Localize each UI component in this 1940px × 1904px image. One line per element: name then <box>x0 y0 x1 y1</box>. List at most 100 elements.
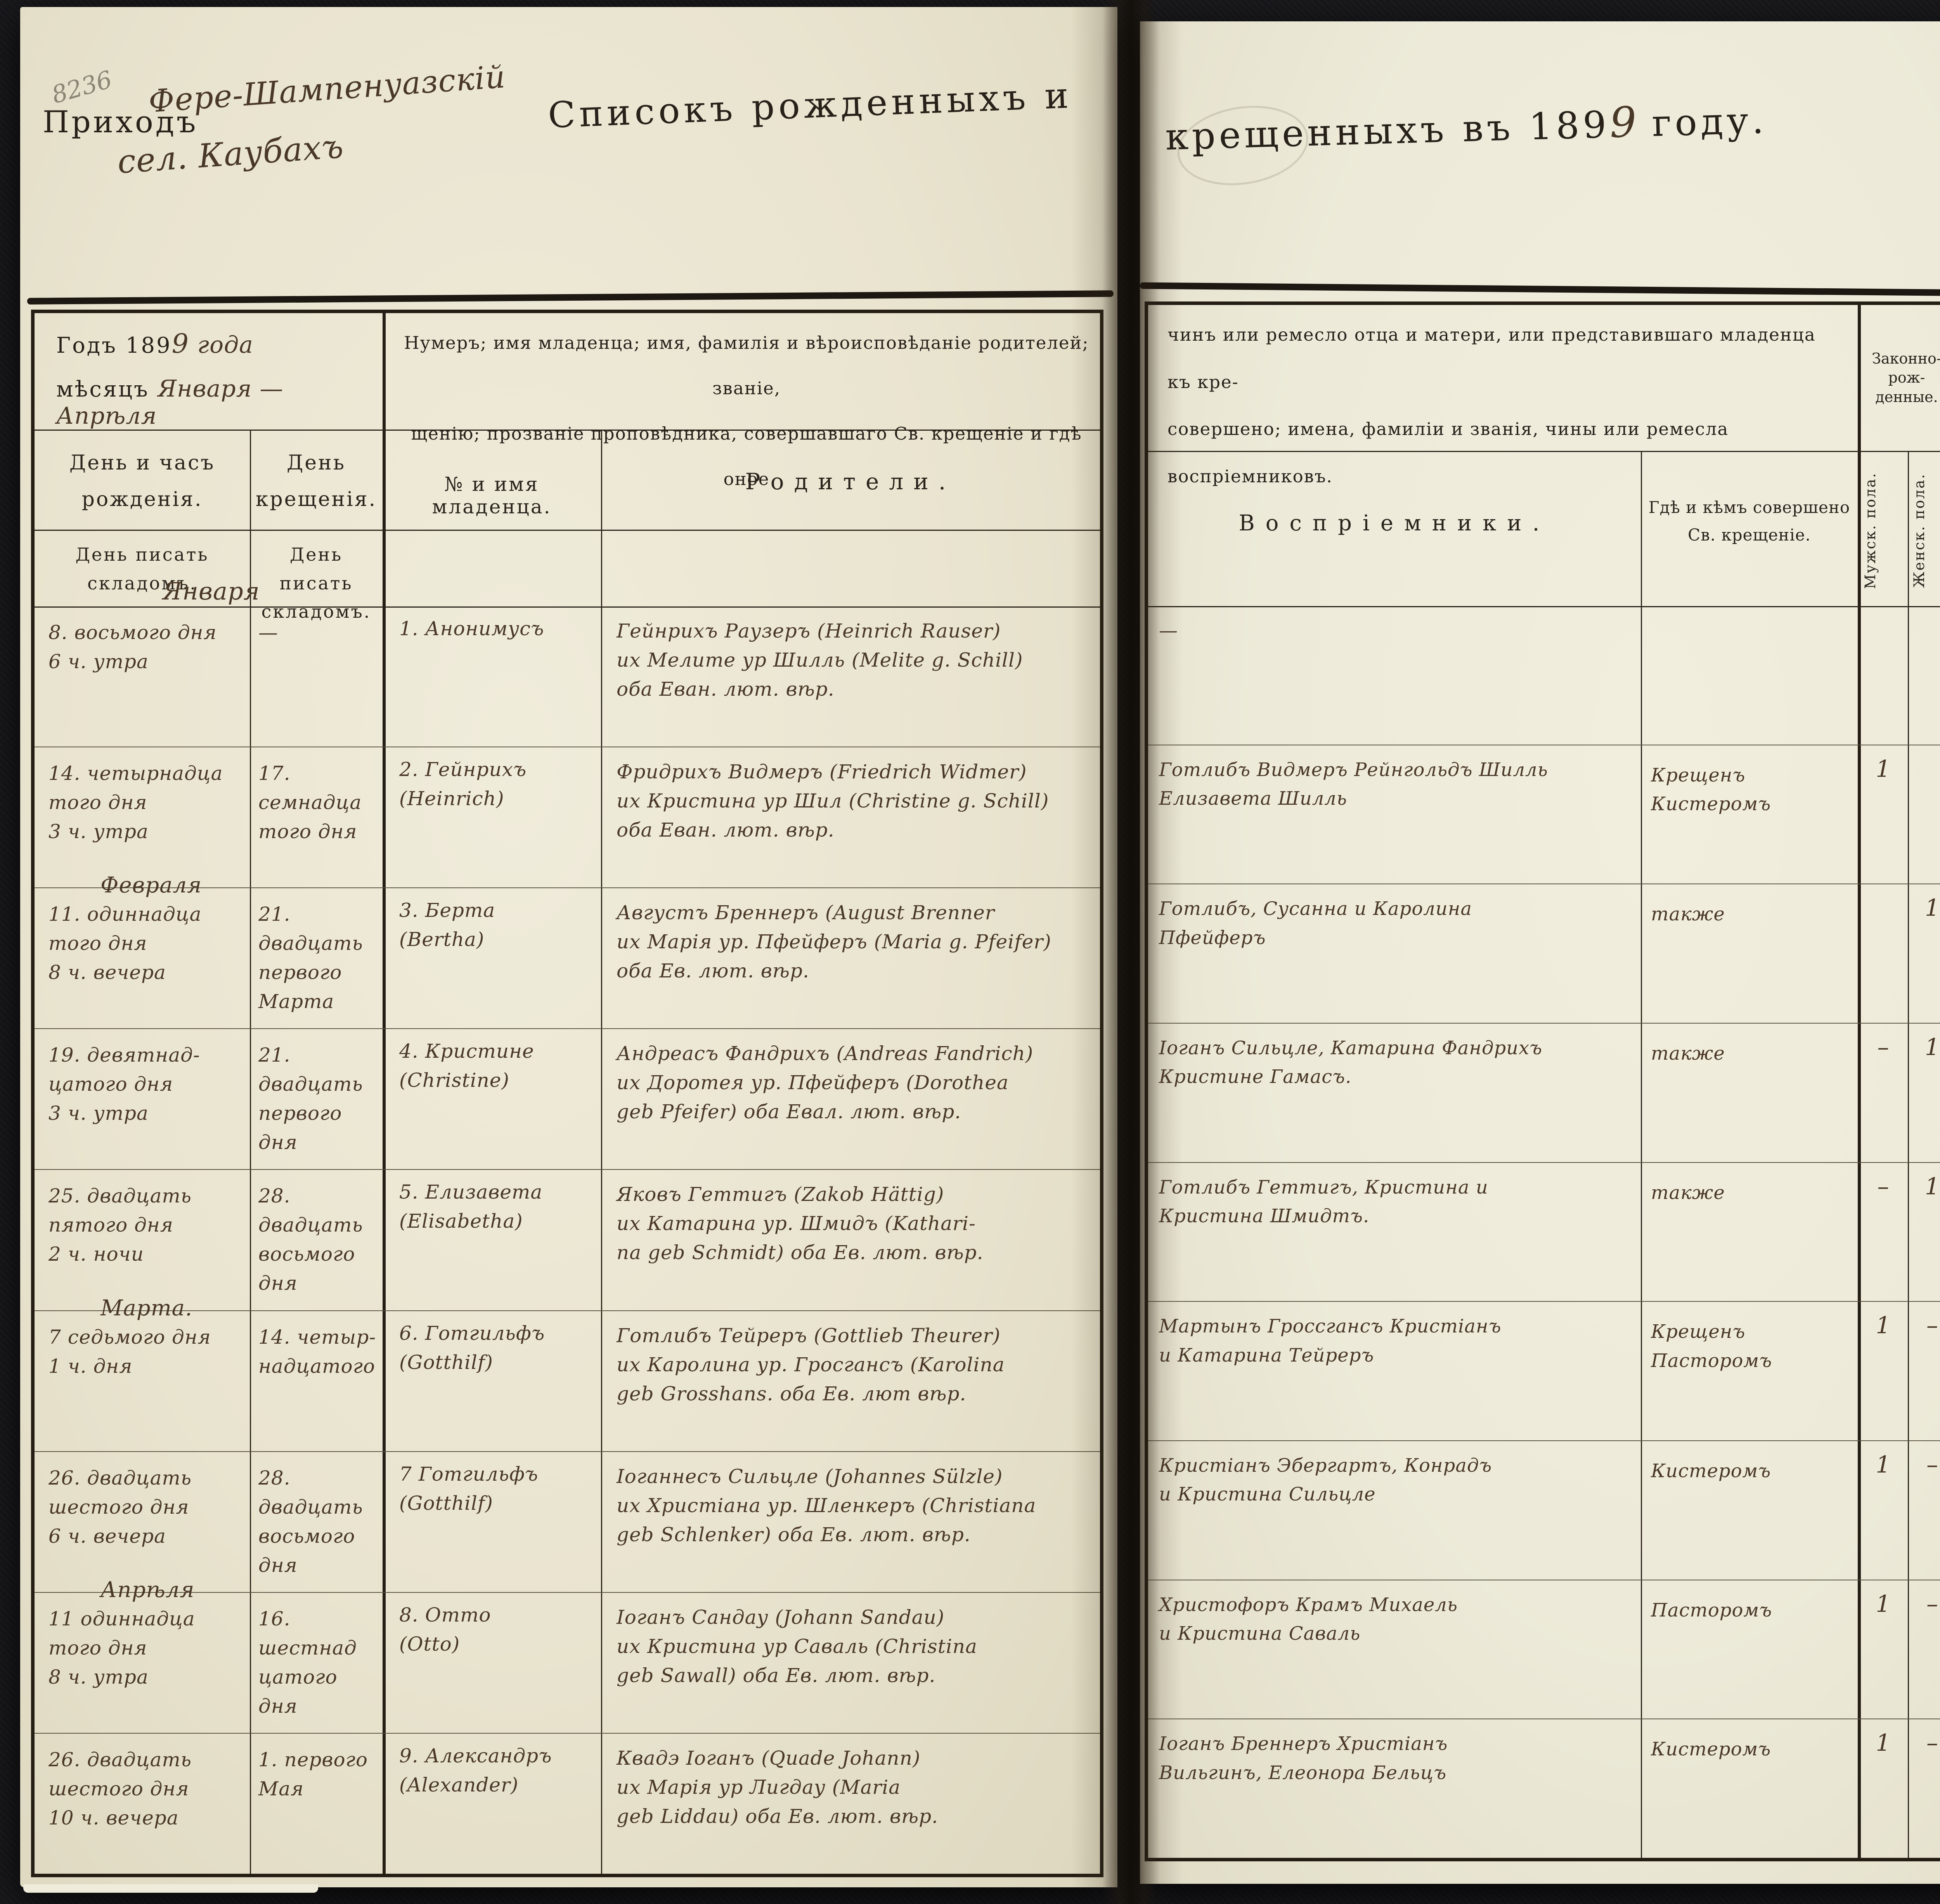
sub-baptism-header: День писать складомъ. <box>261 544 371 622</box>
baptized-by-cell: Пасторомъ <box>1651 1599 1772 1621</box>
year-digit-handwritten: 9 <box>171 329 189 359</box>
baptized-by-cell: также <box>1651 1182 1725 1204</box>
register-row-right: Мартынъ Гроссгансъ Кристіанъ и Катарина … <box>1148 1302 1940 1441</box>
legit-female-label: Женск. пола. <box>1911 473 1928 588</box>
baptized-by-cell <box>1641 606 1859 745</box>
birth-date-cell: 8. восьмого дня 6 ч. утра <box>48 621 217 673</box>
baptism-date-cell: 21. двадцать первого Марта <box>258 903 363 1013</box>
tally-legit-male: 1 <box>1876 1312 1891 1339</box>
tally-legit-male <box>1859 606 1908 745</box>
tally-legit-female <box>1908 606 1940 745</box>
left-description: Нумеръ; имя младенца; имя, фамилія и вѣр… <box>399 320 1094 489</box>
birth-date-cell: 19. девятнад- цатого дня 3 ч. утра <box>48 1044 200 1125</box>
child-name-cell: 5. Елизавета (Elisabetha) <box>399 1181 543 1233</box>
left-table-line <box>35 606 1100 608</box>
tally-legit-male: 1 <box>1876 755 1891 783</box>
year-suffix: года <box>197 331 253 359</box>
col-parents-header: Родители. <box>745 468 956 495</box>
title-right-digit-handwritten: 9 <box>1609 98 1638 147</box>
tally-legit-female <box>1908 745 1940 884</box>
child-name-cell: 9. Александръ (Alexander) <box>399 1744 552 1796</box>
child-name-cell: 8. Отто (Otto) <box>399 1603 491 1655</box>
register-row-right: Кристіанъ Эбергартъ, Конрадъ и Кристина … <box>1148 1441 1940 1580</box>
col-number-header: № и имя младенца. <box>432 473 552 518</box>
col-birth-header: День и часъ рожденія. <box>69 451 215 511</box>
baptism-date-cell: 16. шестнад цатого дня <box>258 1607 357 1717</box>
register-row-right: Готлибъ Видмеръ Рейнгольдъ Шилль Елизаве… <box>1148 745 1940 885</box>
right-table-line <box>1148 606 1940 607</box>
col-where-header: Гдѣ и кѣмъ совершено Св. крещеніе. <box>1648 498 1850 545</box>
col-godparents-header: Воспріемники. <box>1238 511 1550 536</box>
left-description-line2: щенію; прозваніе проповѣдника, совершавш… <box>411 423 1082 489</box>
legit-male-label: Мужск. пола. <box>1862 472 1879 589</box>
book-binding <box>1102 0 1160 1904</box>
left-description-line1: Нумеръ; имя младенца; имя, фамилія и вѣр… <box>404 333 1089 398</box>
right-table-line <box>1148 451 1940 452</box>
paper-sliver <box>23 1884 318 1893</box>
right-description-line1: чинъ или ремесло отца и матери, или пред… <box>1167 324 1816 392</box>
tally-legit-male: 1 <box>1876 1590 1891 1618</box>
register-row-right: Іоганъ Бреннеръ Христіанъ Вильгинъ, Елео… <box>1148 1719 1940 1858</box>
parish-line: Приходъ <box>43 105 198 140</box>
right-table-line <box>1908 451 1909 1858</box>
birth-date-cell: 14. четырнадца того дня 3 ч. утра <box>48 762 223 843</box>
birth-date-cell: 7 седьмого дня 1 ч. дня <box>48 1325 211 1377</box>
register-row-right: Готлибъ Геттигъ, Кристина и Кристина Шми… <box>1148 1163 1940 1302</box>
register-row-left: Марта. 7 седьмого дня 1 ч. дня 14. четыр… <box>35 1296 1100 1452</box>
tally-legit-female: 1 <box>1924 1173 1940 1200</box>
baptized-by-cell: также <box>1651 1043 1725 1065</box>
godparents-cell: Готлибъ Геттигъ, Кристина и Кристина Шми… <box>1159 1176 1488 1227</box>
tally-legit-female: – <box>1926 1451 1938 1479</box>
child-name-cell: 3. Берта (Bertha) <box>399 899 495 951</box>
parents-cell: Гейнрихъ Раузеръ (Heinrich Rauser) их Ме… <box>617 620 1023 700</box>
title-right-suffix: году. <box>1651 99 1768 145</box>
tally-legit-female: 1 <box>1924 1034 1940 1061</box>
left-heavy-rule <box>27 290 1114 305</box>
title-right-printed: крещенныхъ въ 189 <box>1164 103 1611 159</box>
baptism-date-cell: 14. четыр- надцатого <box>258 1325 376 1377</box>
month-label-handwritten: Апрѣля <box>100 1577 195 1603</box>
tally-legit-male <box>1859 884 1908 1023</box>
birth-date-cell: 25. двадцать пятого дня 2 ч. ночи <box>48 1185 192 1266</box>
baptism-date-cell: 17. семнадца того дня <box>258 762 362 843</box>
register-row-right: Іоганъ Сильцле, Катарина Фандрихъ Кристи… <box>1148 1024 1940 1163</box>
right-description: чинъ или ремесло отца и матери, или пред… <box>1167 311 1839 487</box>
godparents-cell: Христофоръ Крамъ Михаель и Кристина Сава… <box>1159 1594 1458 1645</box>
register-row-left: 19. девятнад- цатого дня 3 ч. утра 21. д… <box>35 1029 1100 1170</box>
title-right: крещенныхъ въ 1899 году. <box>1165 94 1768 159</box>
right-heavy-rule <box>1140 282 1940 298</box>
register-row-left: 8. восьмого дня 6 ч. утра — 1. Анонимусъ… <box>35 606 1100 748</box>
month-label: мѣсяцъ <box>56 377 149 402</box>
parents-cell: Готлибъ Тейреръ (Gottlieb Theurer) их Ка… <box>617 1324 1005 1405</box>
baptism-date-cell: 21. двадцать первого дня <box>258 1044 363 1154</box>
parish-label: Приходъ <box>43 105 198 140</box>
right-table-line <box>1858 305 1861 1858</box>
left-table-line <box>601 430 602 1874</box>
parents-cell: Андреасъ Фандрихъ (Andreas Fandrich) их … <box>617 1042 1034 1123</box>
tally-legit-female: 1 <box>1924 894 1940 922</box>
tally-legit-male: 1 <box>1876 1451 1891 1479</box>
title-left: Списокъ рожденныхъ и <box>547 74 1073 136</box>
right-page: крещенныхъ въ 1899 году. 83 чинъ или рем… <box>1140 21 1940 1884</box>
tally-legit-female: – <box>1926 1312 1938 1339</box>
child-name-cell: 2. Гейнрихъ (Heinrich) <box>399 758 527 810</box>
child-name-cell: 4. Кристине (Christine) <box>399 1040 534 1092</box>
year-box: Годъ 1899 года мѣсяцъ Января — Апрѣля <box>35 313 383 430</box>
group-legitimate: Законно- рож- денные. <box>1872 350 1940 405</box>
baptized-by-cell: Крещенъ Пасторомъ <box>1651 1321 1772 1372</box>
right-table-line <box>1641 451 1642 1858</box>
tally-legit-male: – <box>1877 1034 1890 1061</box>
tally-legit-female: – <box>1926 1729 1938 1757</box>
godparents-cell: Мартынъ Гроссгансъ Кристіанъ и Катарина … <box>1159 1315 1502 1366</box>
register-row-right: Христофоръ Крамъ Михаель и Кристина Сава… <box>1148 1580 1940 1720</box>
baptism-date-cell: 28. двадцать восьмого дня <box>258 1185 363 1295</box>
register-row-left: 26. двадцать шестого дня 10 ч. вечера 1.… <box>35 1734 1100 1874</box>
register-row-left: 26. двадцать шестого дня 6 ч. вечера 28.… <box>35 1452 1100 1593</box>
register-row-right: Готлибъ, Сусанна и Каролина Пфейферъ так… <box>1148 884 1940 1024</box>
parents-cell: Квадэ Іоганъ (Quade Johann) их Марія ур … <box>617 1746 938 1828</box>
parish-name-handwritten: Фере-Шампенуазскій <box>147 58 507 120</box>
january-label-handwritten: Января <box>163 577 260 605</box>
parents-cell: Іоганнесъ Сильцле (Johannes Sülzle) их Х… <box>617 1465 1036 1546</box>
month-label-handwritten: Февраля <box>100 873 202 898</box>
